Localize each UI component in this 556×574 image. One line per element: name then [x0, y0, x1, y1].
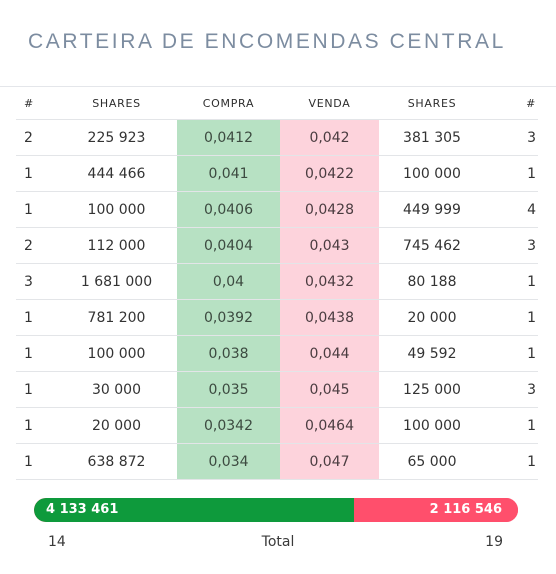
table-row: 2 112 000 0,0404 0,043 745 462 3 — [16, 227, 538, 264]
table-row: 1 30 000 0,035 0,045 125 000 3 — [16, 371, 538, 408]
table-row: 1 638 872 0,034 0,047 65 000 1 — [16, 443, 538, 480]
buy-shares: 20 000 — [56, 407, 177, 444]
table-row: 1 100 000 0,0406 0,0428 449 999 4 — [16, 191, 538, 228]
buy-price: 0,035 — [177, 371, 280, 408]
sell-price: 0,0428 — [280, 191, 379, 228]
buy-price: 0,0412 — [177, 119, 280, 156]
buy-price: 0,04 — [177, 263, 280, 300]
buy-shares: 100 000 — [56, 335, 177, 372]
panel-title: CARTEIRA DE ENCOMENDAS CENTRAL — [28, 30, 506, 53]
sell-order-count: 1 — [485, 443, 538, 480]
sell-price: 0,0438 — [280, 299, 379, 336]
header-buy-count: # — [24, 96, 34, 110]
buy-shares: 444 466 — [56, 155, 177, 192]
sell-price: 0,047 — [280, 443, 379, 480]
buy-shares: 781 200 — [56, 299, 177, 336]
buy-order-count: 2 — [16, 227, 56, 264]
buy-price: 0,0404 — [177, 227, 280, 264]
order-book-table: # SHARES COMPRA VENDA SHARES # 2 225 923 0… — [16, 87, 538, 480]
buy-price: 0,038 — [177, 335, 280, 372]
sell-shares: 20 000 — [379, 299, 485, 336]
sell-shares: 80 188 — [379, 263, 485, 300]
buy-shares: 1 681 000 — [56, 263, 177, 300]
header-sell-price: VENDA — [308, 96, 351, 110]
sell-total-label: 2 116 546 — [429, 502, 502, 517]
header-sell-shares: SHARES — [407, 96, 457, 110]
buy-price: 0,0392 — [177, 299, 280, 336]
sell-order-count: 3 — [485, 119, 538, 156]
header-sell-count: # — [526, 96, 536, 110]
sell-shares: 125 000 — [379, 371, 485, 408]
table-row: 1 781 200 0,0392 0,0438 20 000 1 — [16, 299, 538, 336]
sell-shares: 49 592 — [379, 335, 485, 372]
buy-orders-count: 14 — [48, 534, 66, 550]
table-header-row: # SHARES COMPRA VENDA SHARES # — [16, 87, 538, 120]
sell-price: 0,0464 — [280, 407, 379, 444]
title-divider — [0, 86, 556, 87]
sell-shares: 745 462 — [379, 227, 485, 264]
sell-price: 0,043 — [280, 227, 379, 264]
buy-order-count: 1 — [16, 407, 56, 444]
buy-price: 0,041 — [177, 155, 280, 192]
buy-total-label: 4 133 461 — [46, 502, 119, 517]
buy-order-count: 1 — [16, 299, 56, 336]
sell-order-count: 1 — [485, 407, 538, 444]
buy-shares: 112 000 — [56, 227, 177, 264]
buy-order-count: 1 — [16, 155, 56, 192]
buy-shares: 225 923 — [56, 119, 177, 156]
header-buy-shares: SHARES — [92, 96, 141, 110]
buy-order-count: 1 — [16, 191, 56, 228]
sell-price: 0,044 — [280, 335, 379, 372]
sell-order-count: 4 — [485, 191, 538, 228]
buy-price: 0,0342 — [177, 407, 280, 444]
order-book-body: 2 225 923 0,0412 0,042 381 305 3 1 444 466 0,041… — [16, 119, 538, 480]
sell-order-count: 1 — [485, 335, 538, 372]
sell-order-count: 1 — [485, 155, 538, 192]
table-row: 2 225 923 0,0412 0,042 381 305 3 — [16, 119, 538, 156]
sell-price: 0,042 — [280, 119, 379, 156]
sell-orders-count: 19 — [485, 534, 503, 550]
buy-order-count: 3 — [16, 263, 56, 300]
total-label: Total — [261, 534, 295, 550]
buy-order-count: 1 — [16, 443, 56, 480]
table-row: 1 100 000 0,038 0,044 49 592 1 — [16, 335, 538, 372]
buy-shares: 100 000 — [56, 191, 177, 228]
sell-shares: 100 000 — [379, 407, 485, 444]
buy-order-count: 2 — [16, 119, 56, 156]
totals-footer: 14 Total 19 — [0, 534, 556, 554]
buy-shares: 638 872 — [56, 443, 177, 480]
sell-shares: 65 000 — [379, 443, 485, 480]
header-buy-price: COMPRA — [202, 96, 255, 110]
sell-order-count: 1 — [485, 263, 538, 300]
sell-price: 0,045 — [280, 371, 379, 408]
buy-price: 0,0406 — [177, 191, 280, 228]
sell-shares: 381 305 — [379, 119, 485, 156]
sell-order-count: 3 — [485, 227, 538, 264]
sell-price: 0,0432 — [280, 263, 379, 300]
buy-order-count: 1 — [16, 371, 56, 408]
sell-order-count: 3 — [485, 371, 538, 408]
table-row: 1 20 000 0,0342 0,0464 100 000 1 — [16, 407, 538, 444]
sell-shares: 100 000 — [379, 155, 485, 192]
sell-price: 0,0422 — [280, 155, 379, 192]
buy-shares: 30 000 — [56, 371, 177, 408]
buy-price: 0,034 — [177, 443, 280, 480]
sell-order-count: 1 — [485, 299, 538, 336]
sell-volume-fill — [354, 498, 518, 522]
buy-order-count: 1 — [16, 335, 56, 372]
totals-bar: 4 133 461 2 116 546 — [34, 498, 518, 522]
table-row: 1 444 466 0,041 0,0422 100 000 1 — [16, 155, 538, 192]
sell-shares: 449 999 — [379, 191, 485, 228]
buy-volume-fill — [34, 498, 355, 522]
